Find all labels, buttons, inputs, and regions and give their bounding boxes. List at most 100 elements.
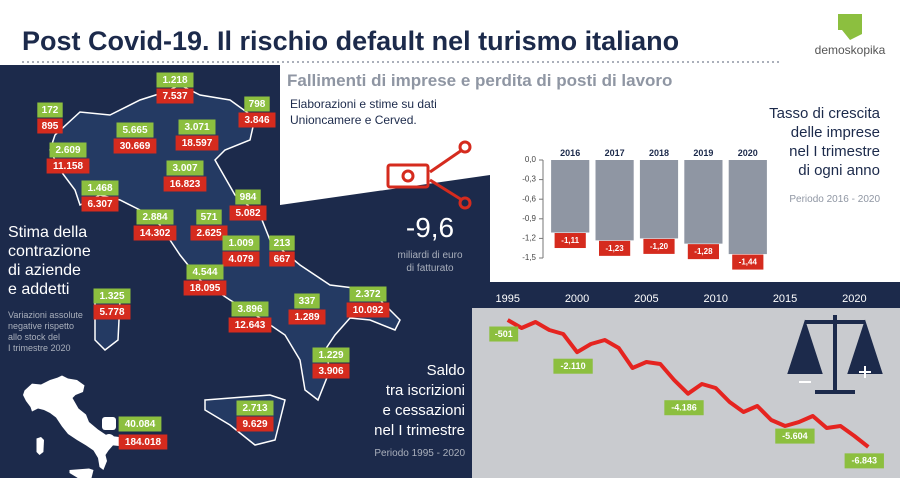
- region-workers-box: [46, 158, 90, 174]
- bar-value-label-box: [687, 244, 719, 260]
- region-workers: 10.092: [353, 305, 384, 316]
- region-workers: 1.289: [294, 312, 319, 323]
- region-firms: 1.009: [228, 238, 253, 249]
- bar: [728, 160, 767, 255]
- map-note: I trimestre 2020: [8, 343, 71, 353]
- bar-chart-title: Tasso di crescita: [769, 105, 881, 122]
- region-workers-box: [113, 138, 157, 154]
- x-tick-label: 1995: [495, 293, 519, 305]
- line-value-label: -4.186: [671, 403, 697, 413]
- region-workers: 16.823: [170, 179, 201, 190]
- region-workers: 5.082: [235, 208, 260, 219]
- bar-value-label-box: [732, 254, 764, 270]
- region-firms-box: [235, 189, 261, 205]
- region-firms-box: [312, 347, 350, 363]
- bar-value-label: -1,20: [650, 242, 669, 251]
- x-tick-label: 2000: [565, 293, 589, 305]
- total-workers-box: [118, 434, 168, 450]
- revenue-value: -9,6: [406, 212, 454, 243]
- region-workers-box: [156, 88, 194, 104]
- region-firms-box: [186, 264, 224, 280]
- map-note: negative rispetto: [8, 321, 74, 331]
- map-title: Stima della: [8, 224, 87, 241]
- logo-mark: [838, 14, 862, 40]
- region-workers-box: [81, 196, 119, 212]
- logo-text: demoskopika: [815, 43, 886, 57]
- x-tick-label: 2005: [634, 293, 658, 305]
- region-workers-box: [236, 416, 274, 432]
- region-workers-box: [190, 225, 228, 241]
- line-value-label: -6.843: [852, 456, 878, 466]
- region-firms: 3.071: [184, 122, 209, 133]
- line-value-label-box: [664, 400, 704, 416]
- region-firms-box: [37, 102, 63, 118]
- region-workers: 667: [274, 254, 291, 265]
- line-value-label: -5.604: [782, 431, 808, 441]
- map-title: contrazione: [8, 243, 91, 260]
- x-tick-label: 2019: [693, 148, 713, 158]
- region-firms: 798: [249, 99, 266, 110]
- bar-value-label: -1,23: [605, 244, 624, 253]
- source-line: Elaborazioni e stime su dati: [290, 97, 437, 111]
- y-tick-label: 0,0: [525, 155, 537, 164]
- revenue-caption: di fatturato: [406, 263, 454, 274]
- total-firms-box: [118, 416, 162, 432]
- region-workers: 7.537: [162, 91, 187, 102]
- y-tick-label: -0,6: [522, 194, 536, 203]
- y-tick-label: -1,5: [522, 253, 536, 262]
- bar-value-label: -1,11: [561, 236, 579, 245]
- region-firms-box: [49, 142, 87, 158]
- bar-value-label-box: [599, 240, 631, 256]
- bar-value-label-box: [643, 238, 675, 254]
- region-firms-box: [81, 180, 119, 196]
- bar-value-label-box: [554, 233, 586, 249]
- x-tick-label: 2017: [605, 148, 625, 158]
- region-workers: 18.095: [190, 283, 221, 294]
- bar-chart-subtitle: Periodo 2016 - 2020: [789, 194, 880, 205]
- region-firms: 3.896: [237, 304, 262, 315]
- region-firms-box: [349, 286, 387, 302]
- region-firms: 2.713: [242, 403, 267, 414]
- map-note: allo stock del: [8, 332, 60, 342]
- region-firms: 2.884: [142, 212, 167, 223]
- x-tick-label: 2020: [738, 148, 758, 158]
- region-workers-box: [93, 304, 131, 320]
- region-workers-box: [183, 280, 227, 296]
- region-firms: 571: [201, 212, 218, 223]
- y-tick-label: -0,3: [522, 175, 536, 184]
- revenue-caption: miliardi di euro: [397, 250, 462, 261]
- region-workers: 11.158: [53, 161, 83, 172]
- firm-icon: [102, 417, 116, 430]
- line-value-label: -2.110: [561, 361, 586, 371]
- line-chart-title: Saldo: [427, 362, 465, 379]
- line-chart-subtitle: Periodo 1995 - 2020: [374, 448, 465, 459]
- region-workers: 18.597: [182, 138, 213, 149]
- subtitle: Fallimenti di imprese e perdita di posti…: [287, 71, 672, 90]
- region-workers-box: [269, 251, 295, 267]
- x-tick-label: 2016: [560, 148, 580, 158]
- total-workers: 184.018: [125, 437, 162, 448]
- region-workers: 6.307: [87, 199, 112, 210]
- line-value-label-box: [489, 326, 519, 342]
- region-workers: 5.778: [99, 307, 124, 318]
- scissors-icon: [386, 140, 472, 210]
- region-firms: 3.007: [172, 163, 197, 174]
- total-firms: 40.084: [125, 419, 156, 430]
- region-workers: 3.906: [318, 366, 343, 377]
- region-workers: 895: [42, 121, 59, 132]
- map-title: di aziende: [8, 262, 81, 279]
- region-firms-box: [244, 96, 270, 112]
- region-firms: 4.544: [192, 267, 217, 278]
- line-value-label: -501: [495, 329, 513, 339]
- bar-value-label: -1,44: [739, 258, 758, 267]
- region-workers-box: [229, 205, 267, 221]
- line-value-label-box: [844, 453, 884, 469]
- balance-icon: [787, 315, 883, 394]
- region-firms-box: [93, 288, 131, 304]
- region-workers: 30.669: [120, 141, 151, 152]
- bar-value-label: -1,28: [694, 247, 713, 256]
- bar: [595, 160, 634, 241]
- region-workers-box: [288, 309, 326, 325]
- region-firms-box: [231, 301, 269, 317]
